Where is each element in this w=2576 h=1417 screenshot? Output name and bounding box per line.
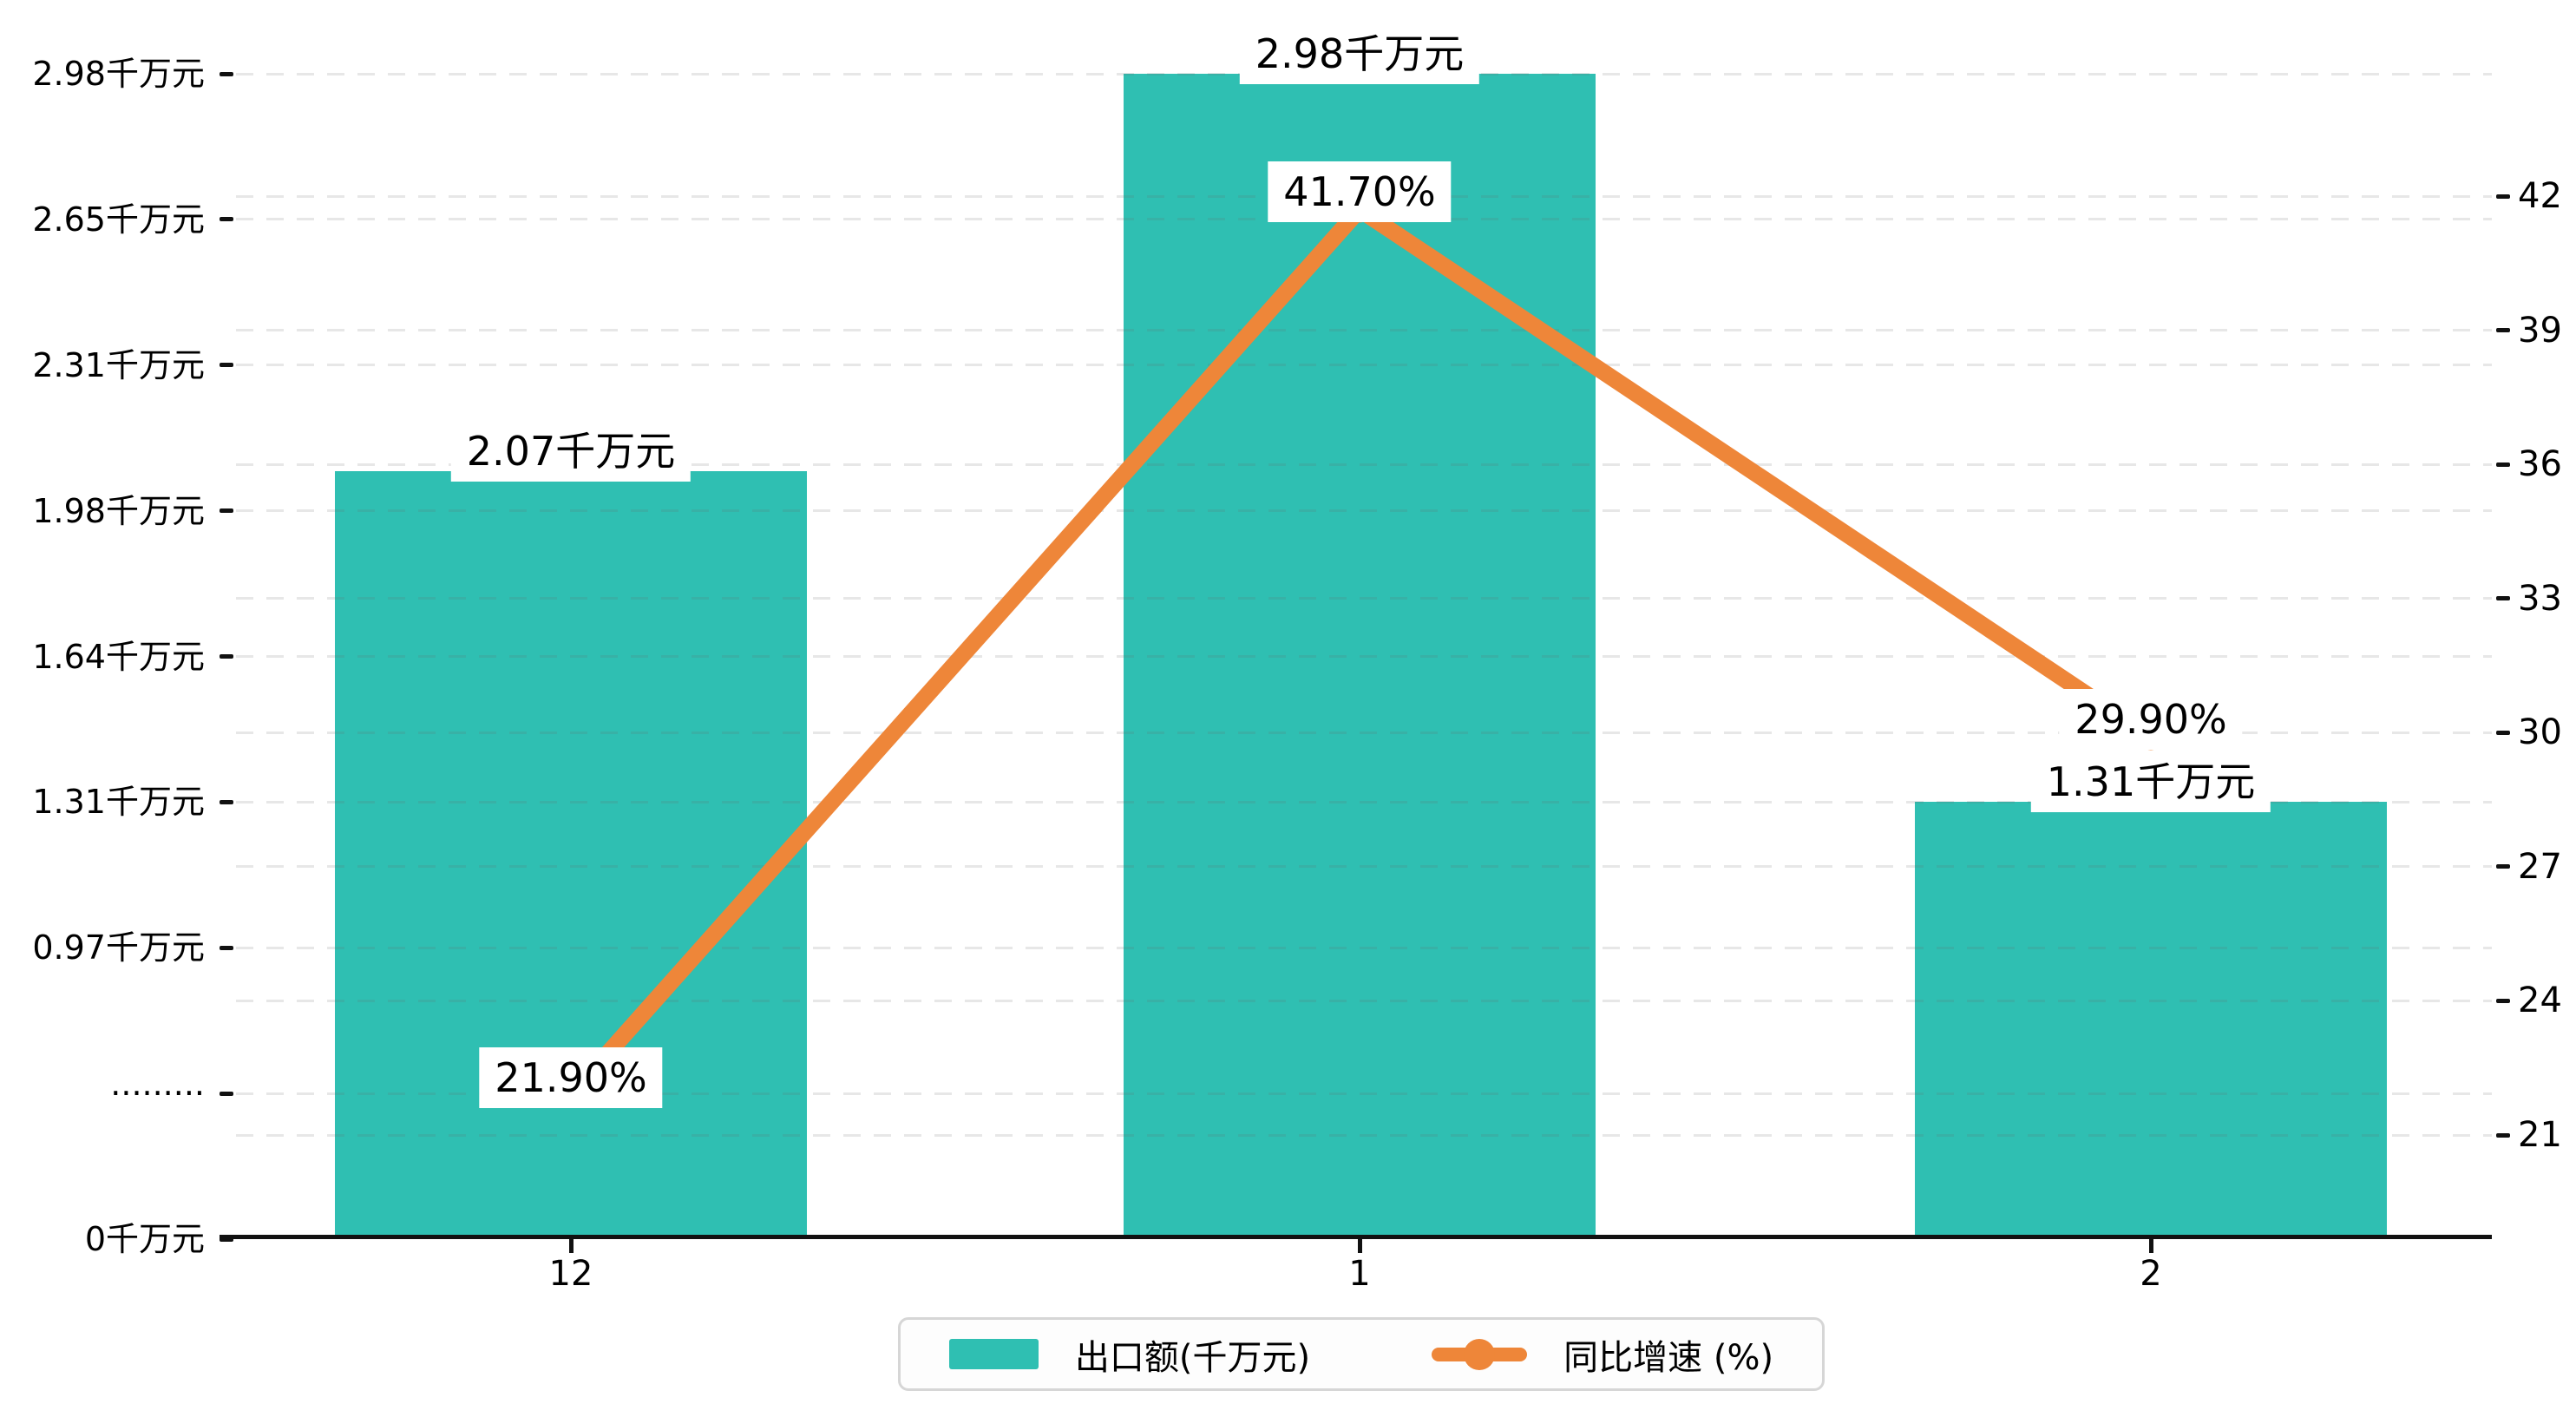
legend-item-growth: 同比增速 (%) [1432,1329,1773,1380]
bar-1 [1124,74,1596,1235]
bar-2 [1915,802,2387,1235]
right-axis-tick-label: 33 [2518,578,2562,619]
right-axis-tick-mark [2496,730,2510,735]
left-axis-tick-mark [220,508,233,514]
right-axis-tick-label: 21 [2518,1115,2562,1155]
x-axis-tick-mark [2148,1239,2153,1253]
left-axis-tick-label: 2.31千万元 [32,345,205,384]
legend: 出口额(千万元) 同比增速 (%) [898,1317,1825,1391]
x-axis-tick-label: 12 [548,1254,593,1294]
bar-value-label: 2.98千万元 [1239,23,1480,84]
line-percent-label: 41.70% [1268,161,1452,223]
left-axis-tick-label: 2.65千万元 [32,200,205,239]
gridline [236,364,2492,367]
bar-value-label: 2.07千万元 [450,420,692,482]
right-axis-tick-mark [2496,998,2510,1003]
line-percent-label: 29.90% [2059,689,2243,751]
right-axis-tick-mark [2496,328,2510,333]
left-axis-tick-mark [220,1237,233,1242]
x-axis-line [220,1235,2492,1239]
gridline [236,865,2492,869]
growth-line [564,198,2156,1100]
right-axis-tick-mark [2496,864,2510,869]
right-axis-tick-mark [2496,1132,2510,1138]
right-axis-tick-label: 27 [2518,846,2562,887]
legend-item-label: 出口额(千万元) [1074,1337,1311,1378]
left-axis-tick-label: 0.97千万元 [32,928,205,968]
right-axis-tick-mark [2496,596,2510,601]
left-axis-tick-mark [220,1091,233,1096]
left-axis-tick-mark [220,363,233,368]
right-axis-tick-label: 42 [2518,176,2562,216]
x-axis-tick-label: 1 [1348,1254,1371,1294]
gridline [236,1133,2492,1137]
left-axis-tick-mark [220,71,233,76]
gridline [236,462,2492,466]
legend-line-dot-icon [1464,1338,1496,1370]
left-axis-tick-mark [220,799,233,804]
right-axis-tick-mark [2496,194,2510,199]
right-axis-tick-label: 36 [2518,444,2562,485]
gridline [236,800,2492,804]
gridline [236,655,2492,658]
gridline [236,1092,2492,1095]
gridline [236,509,2492,513]
gridline [236,946,2492,949]
left-axis-tick-label: ········· [110,1074,205,1113]
x-axis-tick-mark [568,1239,574,1253]
left-axis-tick-label: 1.31千万元 [32,783,205,822]
legend-line-marker-icon [1432,1337,1528,1372]
bar-value-label: 1.31千万元 [2030,751,2271,813]
left-axis-tick-label: 2.98千万元 [32,55,205,93]
x-axis-tick-label: 2 [2140,1254,2162,1294]
gridline [236,731,2492,734]
right-axis-tick-label: 39 [2518,310,2562,351]
left-axis-tick-label: 1.64千万元 [32,637,205,676]
line-percent-label: 21.90% [479,1046,663,1108]
left-axis-tick-label: 0千万元 [84,1220,205,1258]
left-axis-tick-label: 1.98千万元 [32,491,205,530]
gridline [236,329,2492,332]
right-axis-tick-label: 30 [2518,712,2562,753]
gridline [236,999,2492,1002]
left-axis-tick-mark [220,654,233,659]
left-axis-tick-mark [220,217,233,222]
gridline [236,597,2492,600]
right-axis-tick-label: 24 [2518,981,2562,1021]
legend-item-label: 同比增速 (%) [1563,1337,1774,1378]
left-axis-tick-mark [220,945,233,950]
legend-item-export: 出口额(千万元) [948,1329,1311,1380]
legend-bar-swatch-icon [948,1339,1039,1369]
x-axis-tick-mark [1357,1239,1362,1253]
right-axis-tick-mark [2496,462,2510,467]
